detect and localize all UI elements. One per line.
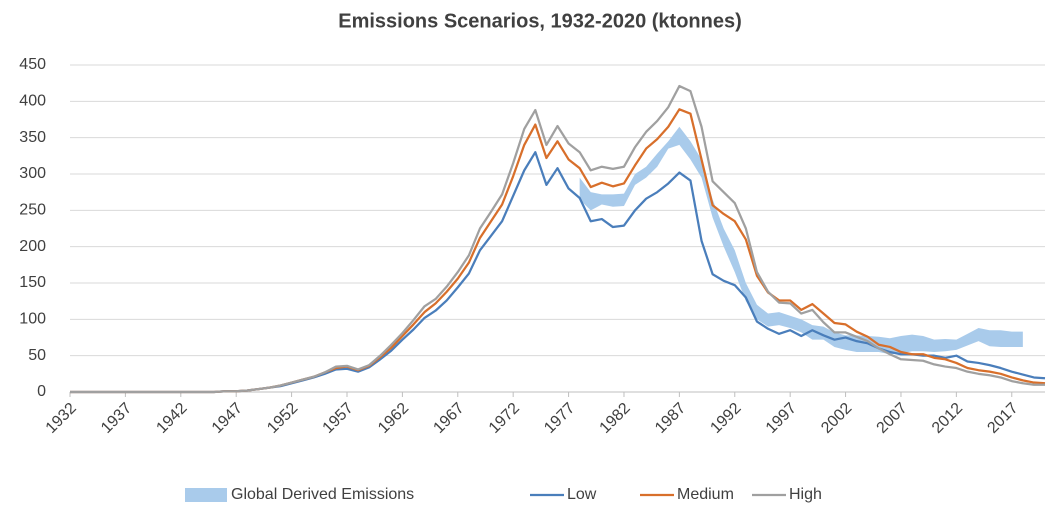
x-tick-label: 1987 — [652, 400, 689, 437]
legend-swatch — [185, 488, 227, 502]
legend-label: Medium — [677, 486, 734, 503]
x-tick-label: 1937 — [98, 400, 135, 437]
x-tick-label: 1967 — [430, 400, 467, 437]
legend-label: High — [789, 486, 822, 503]
y-tick-label: 250 — [19, 202, 46, 219]
x-tick-label: 1947 — [209, 400, 246, 437]
y-tick-label: 200 — [19, 238, 46, 255]
x-tick-label: 2007 — [874, 400, 911, 437]
y-tick-label: 150 — [19, 274, 46, 291]
y-tick-label: 50 — [28, 347, 46, 364]
y-tick-label: 0 — [37, 383, 46, 400]
x-tick-label: 2017 — [984, 400, 1021, 437]
x-tick-label: 2012 — [929, 400, 966, 437]
x-tick-label: 1952 — [264, 400, 301, 437]
x-tick-label: 1957 — [320, 400, 357, 437]
x-tick-label: 1997 — [763, 400, 800, 437]
x-tick-label: 1962 — [375, 400, 412, 437]
chart-title: Emissions Scenarios, 1932-2020 (ktonnes) — [338, 10, 742, 32]
y-tick-label: 300 — [19, 165, 46, 182]
x-tick-label: 1932 — [43, 400, 80, 437]
legend-label: Global Derived Emissions — [231, 486, 414, 503]
legend-label: Low — [567, 486, 597, 503]
range-band — [579, 126, 1023, 355]
y-tick-label: 400 — [19, 93, 46, 110]
x-tick-label: 1992 — [707, 400, 744, 437]
x-tick-label: 1972 — [486, 400, 523, 437]
x-tick-label: 1977 — [541, 400, 578, 437]
x-tick-label: 1982 — [597, 400, 634, 437]
y-tick-label: 100 — [19, 311, 46, 328]
y-tick-label: 350 — [19, 129, 46, 146]
y-tick-label: 450 — [19, 56, 46, 73]
x-tick-label: 2002 — [818, 400, 855, 437]
x-tick-label: 1942 — [153, 400, 190, 437]
series-line — [70, 84, 1045, 394]
